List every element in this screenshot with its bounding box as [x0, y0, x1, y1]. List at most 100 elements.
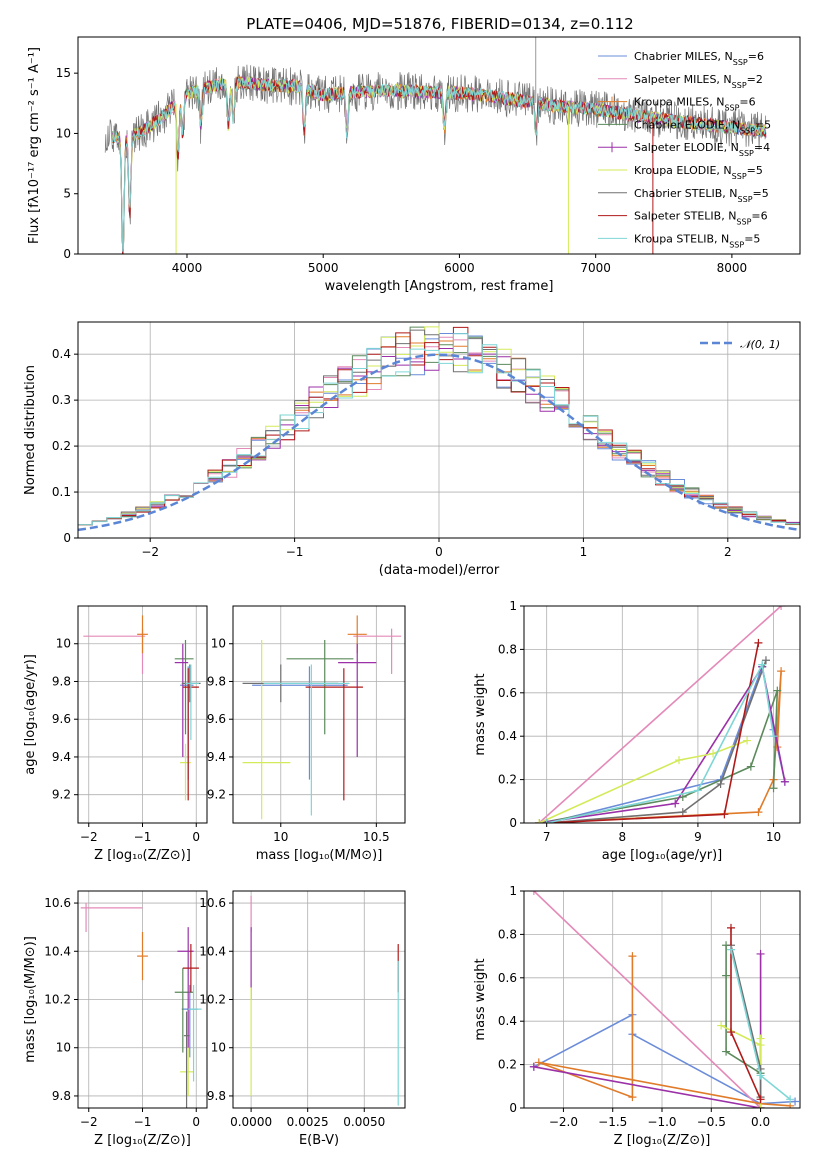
- mass-vs-ebv-panel: 0.0000 0.0025 0.0050 9.8 10 10.2 10.4 10.6 E(B-V…: [199, 890, 406, 1148]
- weight-marker: [761, 656, 770, 665]
- weight-marker: [678, 808, 687, 817]
- weight-marker: [542, 819, 551, 823]
- x-tick-label: −2: [80, 830, 98, 844]
- y-tick-label: 0.3: [52, 393, 71, 407]
- x-tick-label: 9: [694, 830, 702, 844]
- weight-line-salpeter-miles: [533, 891, 762, 1108]
- age-vs-mass-panel: 10 10.5 9.2 9.4 9.6 9.8 10 mass [log₁₀(M/M⊙)]: [207, 605, 406, 863]
- mass-vs-z-points: [80, 903, 202, 1108]
- y-axis-label: age [log₁₀(age/yr)]: [23, 654, 38, 775]
- age-vs-z-panel: −2 −1 0 9.2 9.4 9.6 9.8 10 Z [log₁₀(Z/Z⊙)] age [l…: [23, 605, 208, 863]
- weight-marker: [717, 1021, 726, 1030]
- y-tick-label: 10: [56, 126, 71, 140]
- legend-entry: Kroupa STELIB, NSSP=5: [634, 232, 760, 249]
- axes-frame: [232, 605, 406, 824]
- x-tick-label: 8: [618, 830, 626, 844]
- errorbar-point: [174, 643, 189, 757]
- weight-marker: [756, 1104, 765, 1108]
- x-axis-label: age [log₁₀(age/yr)]: [602, 848, 723, 863]
- axes-frame: [523, 890, 801, 1109]
- weight-marker: [756, 1071, 765, 1080]
- weight-marker: [709, 749, 718, 758]
- spectrum-line-kroupa-stelib: [111, 77, 767, 252]
- x-tick-label: 6000: [444, 261, 475, 275]
- y-tick-label: 1: [509, 884, 517, 898]
- x-axis-label: Z [log₁₀(Z/Z⊙)]: [614, 1133, 711, 1148]
- legend-entry: 𝒩(0, 1): [740, 338, 780, 351]
- x-tick-label: 10.5: [363, 830, 390, 844]
- y-axis-label: Flux [fλ10⁻¹⁷ erg cm⁻² s⁻¹ A⁻¹]: [27, 47, 42, 244]
- weight-marker: [727, 945, 735, 954]
- weight-line-kroupa-elodie: [538, 739, 748, 823]
- y-tick-label: 10.4: [199, 944, 226, 958]
- y-tick-label: 9.6: [207, 712, 226, 726]
- errorbar-point: [242, 639, 291, 820]
- y-tick-label: 10.4: [44, 944, 71, 958]
- y-tick-label: 9.4: [52, 750, 71, 764]
- weight-line-chabrier-elodie: [725, 945, 762, 1074]
- y-tick-label: 10.2: [199, 993, 226, 1007]
- y-tick-label: 9.6: [52, 712, 71, 726]
- y-tick-label: 0.4: [498, 729, 517, 743]
- y-tick-label: 0.6: [498, 971, 517, 985]
- y-tick-label: 10: [211, 637, 226, 651]
- y-tick-label: 1: [509, 599, 517, 613]
- errorbar-point: [181, 985, 198, 1058]
- x-tick-label: 0.0000: [230, 1115, 272, 1129]
- x-tick-label: 0: [192, 1115, 200, 1129]
- weight-line-kroupa-miles: [538, 956, 791, 1107]
- weight-marker: [693, 786, 702, 795]
- x-axis-label: E(B-V): [299, 1133, 339, 1148]
- histogram-lines: [78, 326, 800, 532]
- y-tick-label: 9.4: [207, 750, 226, 764]
- x-tick-label: −2.0: [549, 1115, 578, 1129]
- weight-marker: [756, 1095, 765, 1104]
- errorbar-point: [137, 615, 148, 654]
- x-tick-label: 4000: [172, 261, 203, 275]
- weight-line-kroupa-stelib: [546, 662, 775, 823]
- y-tick-label: 9.8: [207, 1089, 226, 1103]
- y-tick-label: 0.2: [52, 439, 71, 453]
- weight-marker: [628, 952, 637, 961]
- errorbar-point: [263, 664, 350, 816]
- weight-line-chabrier-stelib: [546, 660, 767, 823]
- y-tick-label: 0: [509, 1101, 517, 1115]
- weight-marker: [727, 1028, 735, 1037]
- weight-line-salpeter-elodie: [538, 664, 786, 823]
- legend-entry: Salpeter MILES, NSSP=2: [634, 73, 763, 90]
- weight-marker: [756, 949, 765, 958]
- legend-entry: Salpeter STELIB, NSSP=6: [634, 210, 768, 227]
- weight-marker: [743, 736, 752, 745]
- weight-marker: [746, 762, 755, 771]
- y-tick-label: 9.8: [52, 674, 71, 688]
- errorbar-point: [305, 668, 363, 801]
- errorbar-point: [80, 903, 143, 932]
- y-tick-label: 10: [56, 637, 71, 651]
- y-tick-label: 0.2: [498, 1058, 517, 1072]
- x-tick-label: 0: [192, 830, 200, 844]
- weight-marker: [727, 923, 735, 932]
- x-tick-label: 0.0050: [343, 1115, 385, 1129]
- x-tick-label: −2: [80, 1115, 98, 1129]
- x-tick-label: 8000: [717, 261, 748, 275]
- age-vs-mass-points: [242, 615, 402, 820]
- y-tick-label: 10: [211, 1041, 226, 1055]
- y-tick-label: 9.8: [207, 674, 226, 688]
- age-vs-z-points: [83, 615, 201, 801]
- y-axis-label: mass weight: [473, 673, 488, 755]
- weight-marker: [722, 971, 731, 980]
- x-tick-label: 1: [580, 545, 588, 559]
- x-tick-label: −2: [141, 545, 159, 559]
- spectrum-line-chabrier-stelib: [104, 64, 767, 254]
- weight-marker: [777, 606, 786, 610]
- weight-marker: [720, 810, 729, 819]
- histogram-kroupa-stelib: [78, 333, 800, 526]
- weight-marker: [722, 1047, 731, 1056]
- y-tick-label: 5: [63, 187, 71, 201]
- weight-marker: [777, 667, 786, 676]
- y-axis-label: Normed distribution: [23, 365, 38, 495]
- y-tick-label: 0: [63, 531, 71, 545]
- weight-marker: [756, 1034, 765, 1043]
- y-tick-label: 0: [509, 816, 517, 830]
- mass-vs-ebv-points: [250, 895, 399, 1106]
